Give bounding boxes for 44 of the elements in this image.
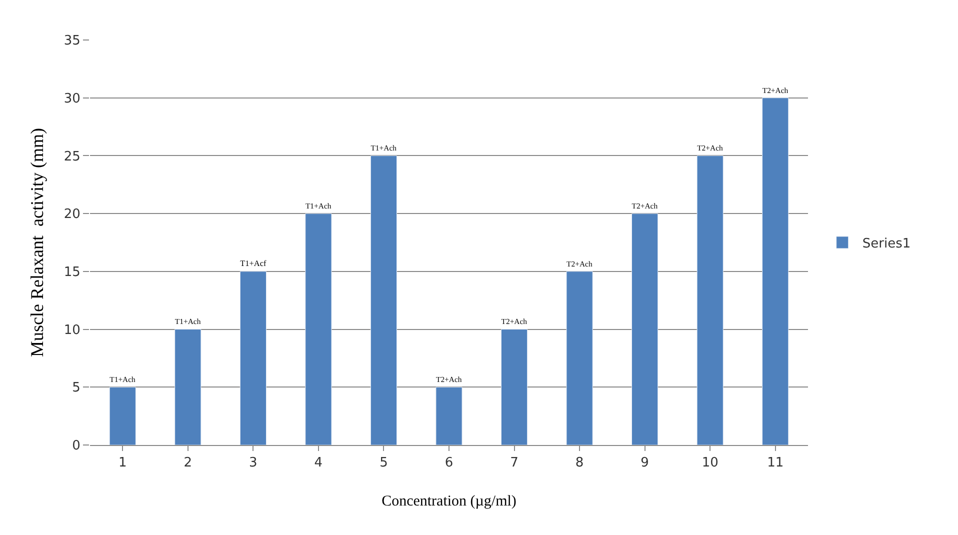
- y-tick-label: 30: [64, 91, 80, 106]
- bar: [174, 329, 202, 445]
- data-label: T1+Ach: [305, 202, 332, 211]
- y-tick-label: 20: [64, 207, 80, 222]
- y-tick-label: 35: [64, 34, 80, 49]
- y-tick-label: 0: [72, 438, 80, 454]
- bar: [696, 155, 724, 445]
- data-label: T1+Ach: [110, 375, 136, 384]
- x-tick-label: 10: [702, 456, 718, 471]
- bar: [500, 329, 528, 445]
- y-tick-label: 15: [64, 264, 80, 280]
- x-tick-label: 9: [640, 456, 649, 471]
- x-tick-label: 4: [314, 456, 323, 471]
- bar: [566, 271, 593, 445]
- y-tick-label: 5: [72, 380, 80, 396]
- data-label: T2+Ach: [501, 317, 528, 326]
- data-label: T1+Ach: [370, 144, 397, 153]
- data-label: T2+Ach: [697, 144, 723, 153]
- data-label: T2+Ach: [632, 202, 658, 211]
- bar: [632, 213, 658, 445]
- x-tick-label: 1: [118, 456, 127, 471]
- bar: [370, 155, 398, 445]
- y-tick-label: 10: [64, 322, 80, 338]
- bar: [762, 98, 789, 445]
- data-label: T2+Ach: [436, 375, 462, 384]
- x-axis-title: Concentration (µg/ml): [382, 494, 516, 510]
- x-tick-label: 7: [510, 456, 518, 471]
- y-tick-label: 25: [64, 149, 80, 164]
- x-tick-label: 8: [575, 456, 584, 471]
- data-label: T2+Ach: [762, 86, 788, 95]
- data-label: T2+Ach: [566, 259, 592, 268]
- x-tick-label: 3: [249, 456, 258, 471]
- legend-label: Series1: [862, 236, 911, 252]
- data-label: T1+Ach: [174, 317, 201, 326]
- x-tick-label: 5: [380, 456, 388, 471]
- x-tick-label: 2: [184, 456, 192, 471]
- data-label: T1+Acf: [240, 259, 266, 268]
- y-axis-title: Muscle Relaxant activity (mm): [27, 128, 48, 357]
- bar: [436, 386, 462, 445]
- bar: [240, 271, 266, 445]
- bar: [109, 386, 136, 445]
- x-tick-label: 6: [444, 456, 454, 471]
- bar: [305, 213, 332, 445]
- x-tick-label: 11: [767, 456, 784, 471]
